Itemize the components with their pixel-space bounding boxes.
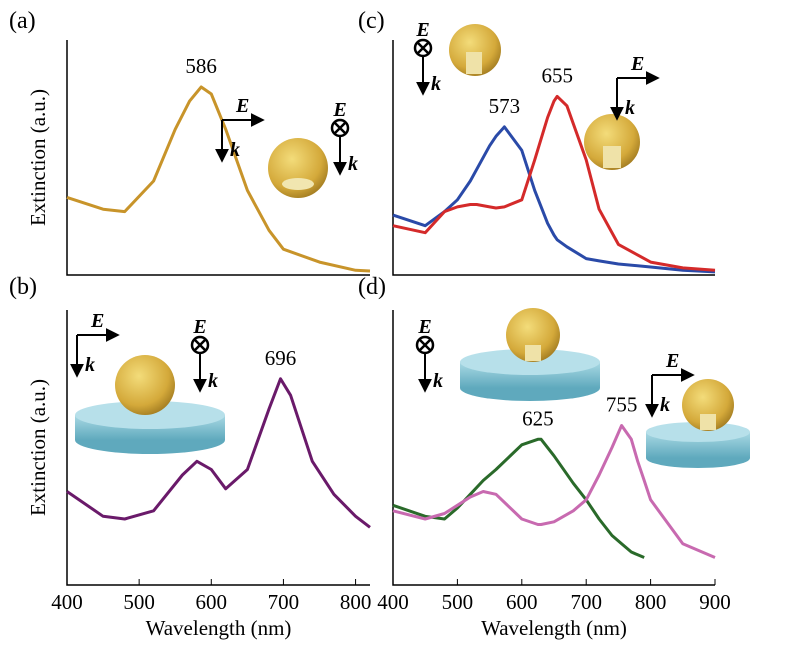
k-label: k — [230, 139, 240, 161]
nanoparticle — [115, 355, 175, 415]
peak-label: 696 — [265, 346, 297, 370]
spectrum-line — [67, 379, 370, 528]
panel-label: (c) — [358, 8, 385, 34]
e-cross — [195, 340, 205, 350]
nanoparticle-opening — [525, 345, 541, 361]
x-tick-label: 500 — [442, 590, 474, 614]
k-label: k — [660, 394, 670, 416]
panel-label: (b) — [9, 274, 37, 300]
panel-label: (d) — [358, 274, 386, 300]
k-label: k — [85, 354, 95, 376]
x-tick-label: 700 — [570, 590, 602, 614]
y-axis-label: Extinction (a.u.) — [26, 379, 50, 516]
x-axis-label: Wavelength (nm) — [146, 616, 292, 640]
x-tick-label: 500 — [123, 590, 155, 614]
x-tick-label: 800 — [340, 590, 372, 614]
x-tick-label: 600 — [196, 590, 228, 614]
figure: (a)Extinction (a.u.)586EkEk(c)573655EkEk… — [0, 0, 786, 653]
x-axis-label: Wavelength (nm) — [481, 616, 627, 640]
e-label: E — [332, 99, 346, 121]
e-label: E — [415, 19, 429, 41]
nanoparticle-opening — [700, 414, 716, 430]
panel-label: (a) — [9, 8, 36, 34]
e-label: E — [235, 95, 249, 117]
e-label: E — [630, 53, 644, 75]
spectrum-line — [393, 96, 715, 270]
peak-label: 625 — [522, 406, 554, 430]
k-label: k — [625, 97, 635, 119]
x-tick-label: 700 — [268, 590, 300, 614]
k-label: k — [208, 370, 218, 392]
peak-label: 573 — [489, 94, 521, 118]
e-label: E — [90, 310, 104, 332]
peak-label: 586 — [185, 54, 217, 78]
e-cross — [418, 43, 428, 53]
k-label: k — [431, 73, 441, 95]
e-label: E — [192, 316, 206, 338]
nanoparticle-opening — [282, 178, 314, 190]
e-label: E — [417, 316, 431, 338]
y-axis-label: Extinction (a.u.) — [26, 89, 50, 226]
k-label: k — [348, 153, 358, 175]
e-cross — [335, 123, 345, 133]
illustrations — [75, 24, 750, 468]
nanoparticle-opening — [603, 146, 621, 168]
x-tick-label: 400 — [377, 590, 409, 614]
spectrum-line — [393, 127, 715, 272]
peak-label: 755 — [606, 393, 638, 417]
x-tick-label: 600 — [506, 590, 538, 614]
peak-label: 655 — [541, 63, 573, 87]
nanoparticle-opening — [466, 52, 482, 74]
x-tick-label: 900 — [699, 590, 731, 614]
e-label: E — [665, 350, 679, 372]
x-tick-label: 400 — [51, 590, 83, 614]
k-label: k — [433, 370, 443, 392]
x-tick-label: 800 — [635, 590, 667, 614]
e-cross — [420, 340, 430, 350]
